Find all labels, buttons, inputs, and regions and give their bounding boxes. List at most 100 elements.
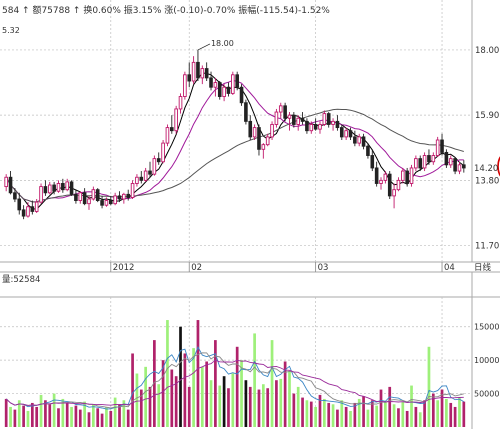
candle-body [117, 195, 122, 200]
volume-bar [279, 378, 283, 427]
volume-bar [218, 385, 222, 427]
candle-body [383, 173, 388, 181]
candle-body [353, 136, 357, 144]
volume-bar [340, 400, 344, 427]
volume-bar [65, 402, 69, 427]
candle-body [191, 61, 196, 82]
volume-bar [100, 413, 104, 427]
candle-body [30, 206, 35, 212]
volume-bar [397, 408, 400, 427]
volume-bar [462, 401, 466, 427]
volume-bar [266, 388, 270, 427]
candle-body [213, 82, 218, 88]
candle-body [52, 184, 56, 192]
volume-bar [74, 405, 78, 427]
volume-bar [445, 398, 448, 427]
candle-body [366, 145, 370, 156]
volume-bar [183, 353, 187, 427]
candle-body [453, 158, 457, 172]
candle-body [196, 61, 200, 79]
candle-body [265, 136, 270, 146]
volume-bar [240, 360, 243, 427]
volume-bar [22, 405, 25, 427]
candle-body [387, 173, 392, 197]
candle-body [13, 192, 17, 200]
candle-body [152, 158, 157, 175]
candle-body [374, 167, 379, 184]
candle-body [174, 108, 178, 132]
price-tick-label: 11.70 [475, 242, 499, 252]
volume-bar [35, 406, 39, 427]
volume-bar [344, 406, 348, 427]
volume-bar [153, 340, 156, 427]
volume-bar [283, 361, 287, 427]
volume-bar [96, 408, 100, 427]
date-tick-label: 04 [444, 263, 455, 273]
candle-body [401, 170, 405, 181]
candle-body [252, 127, 257, 138]
candle-body [183, 74, 187, 97]
volume-ma-layer [5, 346, 465, 410]
candle-body [457, 164, 462, 172]
candle-body [95, 189, 100, 202]
volume-bar [70, 406, 73, 427]
volume-bar [275, 380, 278, 427]
candle-body [165, 127, 170, 144]
candle-body [418, 158, 423, 169]
candle-body [34, 201, 39, 212]
volume-bar [414, 406, 418, 427]
candle-body [139, 176, 144, 181]
candle-body [161, 142, 165, 163]
candle-body [257, 127, 261, 150]
volume-bar [405, 410, 409, 427]
candle-body [287, 114, 292, 119]
volume-bar [349, 410, 352, 427]
candle-body [56, 183, 61, 192]
volume-bar [318, 394, 322, 427]
volume-bar [13, 409, 17, 427]
volume-bar [87, 412, 91, 427]
candle-body [170, 127, 174, 132]
candle-body [239, 86, 244, 104]
candle-body [204, 68, 209, 79]
candle-body [300, 117, 305, 122]
candle-body [274, 111, 279, 125]
volume-bar [357, 398, 361, 427]
volume-bar [309, 401, 313, 427]
volume-ma-c-line [5, 359, 464, 406]
candle-body [305, 120, 309, 132]
price-tick-label: 13.80 [475, 176, 499, 186]
candle-body [322, 113, 327, 125]
candle-body [39, 186, 43, 203]
volume-bar [170, 369, 174, 427]
volume-bar [196, 320, 200, 427]
volume-bar [453, 406, 457, 427]
candle-body [21, 209, 26, 217]
volume-bar [118, 404, 121, 427]
volume-bar [109, 410, 113, 427]
date-tick-label: 02 [191, 263, 202, 273]
volume-bar [235, 346, 239, 427]
volume-bar [418, 412, 422, 427]
candle-body [270, 124, 274, 138]
volume-bar [353, 402, 357, 427]
candle-body [217, 82, 222, 97]
volume-label: 量:52584 [2, 275, 40, 285]
candle-body [431, 155, 436, 163]
candle-body [122, 193, 126, 200]
candle-body [130, 183, 135, 198]
candle-body [209, 77, 213, 88]
corner-label: 5.32 [2, 26, 20, 35]
candle-body [435, 139, 440, 156]
volume-bar [26, 410, 30, 427]
volume-bar [458, 397, 461, 427]
volume-bar [327, 402, 331, 427]
candle-body [87, 198, 91, 205]
candle-body [296, 117, 300, 125]
price-tick-label: 15.90 [475, 111, 499, 121]
volume-bar [440, 389, 444, 427]
candle-body [148, 170, 152, 175]
volume-bar [166, 320, 169, 427]
volume-bar [244, 380, 248, 427]
candle-body [444, 151, 449, 166]
